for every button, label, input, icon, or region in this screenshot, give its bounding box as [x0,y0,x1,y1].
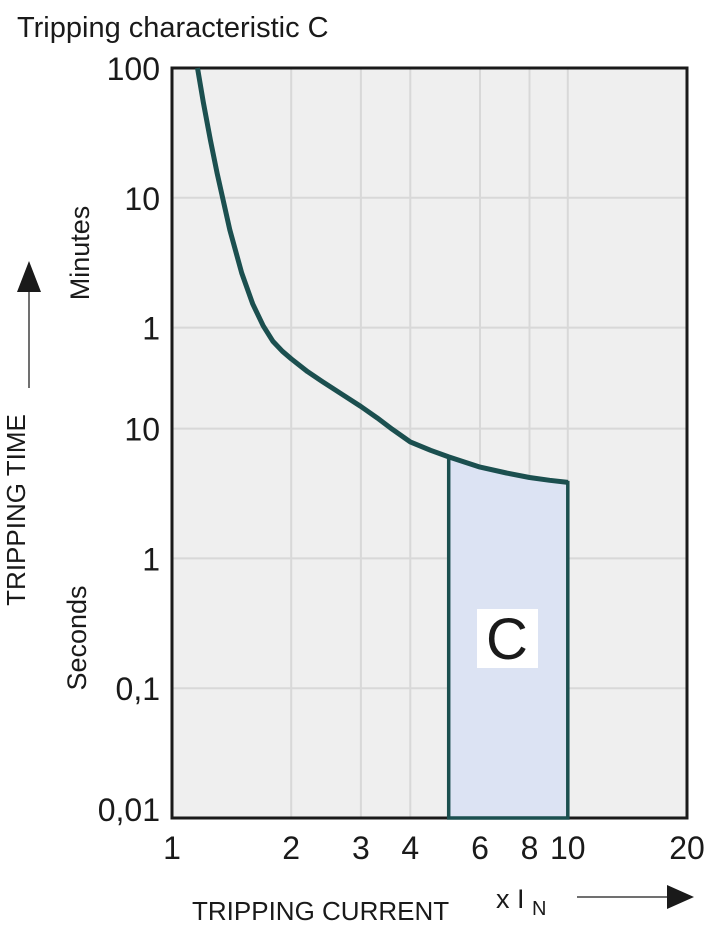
x-tick-label: 8 [521,830,539,866]
y-axis-title: TRIPPING TIME [1,414,31,606]
x-axis-unit-prefix: x I [496,884,525,914]
y-axis-tick-labels: 100 10 1 10 1 0,1 0,01 [98,51,160,828]
x-tick-label: 4 [401,830,419,866]
x-axis-unit-subscript: N [532,898,546,920]
tripping-curve [195,67,569,485]
y-axis-unit-seconds: Seconds [62,585,92,690]
right-arrow-icon [577,885,694,909]
up-arrow-icon [17,261,41,388]
x-tick-label: 1 [163,830,181,866]
plot-frame [170,66,689,820]
plot-background [172,68,687,818]
x-axis-title: TRIPPING CURRENT [192,896,449,926]
y-tick-label: 0,01 [98,792,160,828]
y-axis-unit-minutes: Minutes [65,206,95,301]
gridlines [172,68,687,818]
y-tick-label: 10 [124,412,160,448]
x-axis-unit: x I N [496,884,546,920]
x-axis-tick-labels: 1 2 3 4 6 8 10 20 [163,830,705,866]
x-tick-label: 2 [282,830,300,866]
chart-title: Tripping characteristic C [17,12,329,44]
region-label-box [477,609,538,668]
y-tick-label: 1 [142,541,160,577]
x-tick-label: 10 [550,830,586,866]
x-tick-label: 3 [352,830,370,866]
y-tick-label: 10 [124,181,160,217]
y-tick-label: 0,1 [116,671,160,707]
x-tick-label: 6 [471,830,489,866]
y-tick-label: 100 [107,51,160,87]
region-label: C [486,607,528,672]
x-tick-label: 20 [669,830,705,866]
y-tick-label: 1 [142,311,160,347]
